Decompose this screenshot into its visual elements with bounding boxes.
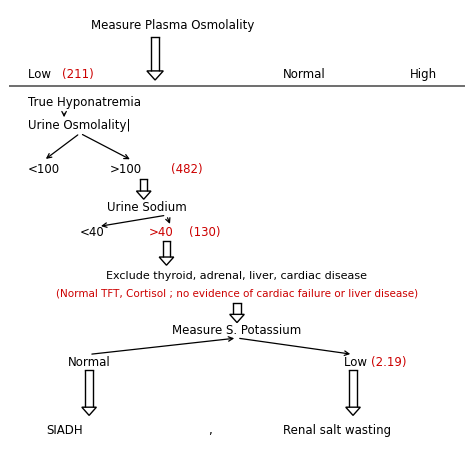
Text: Urine Sodium: Urine Sodium <box>107 201 187 214</box>
Text: High: High <box>410 68 437 81</box>
Text: ,: , <box>208 424 211 437</box>
Text: (2.19): (2.19) <box>371 356 407 369</box>
Text: Renal salt wasting: Renal salt wasting <box>283 424 391 437</box>
Text: Low: Low <box>344 356 371 369</box>
Text: <100: <100 <box>27 163 60 176</box>
Text: >40: >40 <box>148 226 173 239</box>
Text: Measure Plasma Osmolality: Measure Plasma Osmolality <box>91 19 255 32</box>
Text: (211): (211) <box>62 68 93 81</box>
Text: True Hyponatremia: True Hyponatremia <box>27 96 141 109</box>
Text: (Normal TFT, Cortisol ; no evidence of cardiac failure or liver disease): (Normal TFT, Cortisol ; no evidence of c… <box>56 289 418 299</box>
Text: <40: <40 <box>80 226 105 239</box>
Text: (130): (130) <box>189 226 221 239</box>
Text: Normal: Normal <box>283 68 325 81</box>
Text: Normal: Normal <box>68 356 110 369</box>
Text: >100: >100 <box>109 163 142 176</box>
Text: Measure S. Potassium: Measure S. Potassium <box>173 324 301 337</box>
Text: Low: Low <box>27 68 55 81</box>
Text: SIADH: SIADH <box>46 424 82 437</box>
Text: Urine Osmolality|: Urine Osmolality| <box>27 119 130 132</box>
Text: Exclude thyroid, adrenal, liver, cardiac disease: Exclude thyroid, adrenal, liver, cardiac… <box>107 271 367 281</box>
Text: (482): (482) <box>171 163 203 176</box>
